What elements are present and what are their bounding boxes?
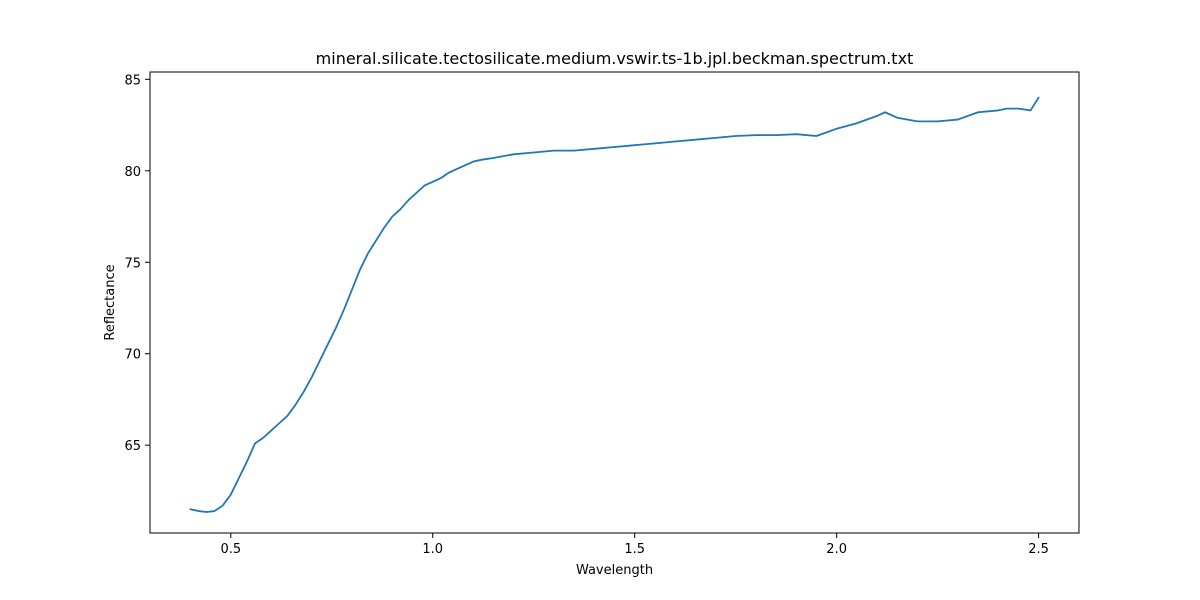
plot-frame <box>149 71 1080 534</box>
y-tick-label: 85 <box>124 73 141 88</box>
y-tick-label: 80 <box>124 165 141 180</box>
chart-title: mineral.silicate.tectosilicate.medium.vs… <box>316 49 914 68</box>
y-axis: 65 70 75 80 85 <box>124 73 150 454</box>
x-tick-label: 2.0 <box>826 542 847 557</box>
x-tick-label: 1.5 <box>624 542 645 557</box>
x-tick-label: 2.5 <box>1028 542 1049 557</box>
y-tick-label: 70 <box>124 348 141 363</box>
x-tick-label: 0.5 <box>220 542 241 557</box>
y-axis-label: Reflectance <box>103 264 118 340</box>
x-axis-label: Wavelength <box>576 563 653 578</box>
x-axis: 0.5 1.0 1.5 2.0 2.5 <box>220 533 1049 557</box>
x-tick-label: 1.0 <box>422 542 443 557</box>
y-tick-label: 75 <box>124 256 141 271</box>
series-line <box>189 96 1040 513</box>
plot-area <box>149 71 1080 534</box>
y-tick-label: 65 <box>124 439 141 454</box>
